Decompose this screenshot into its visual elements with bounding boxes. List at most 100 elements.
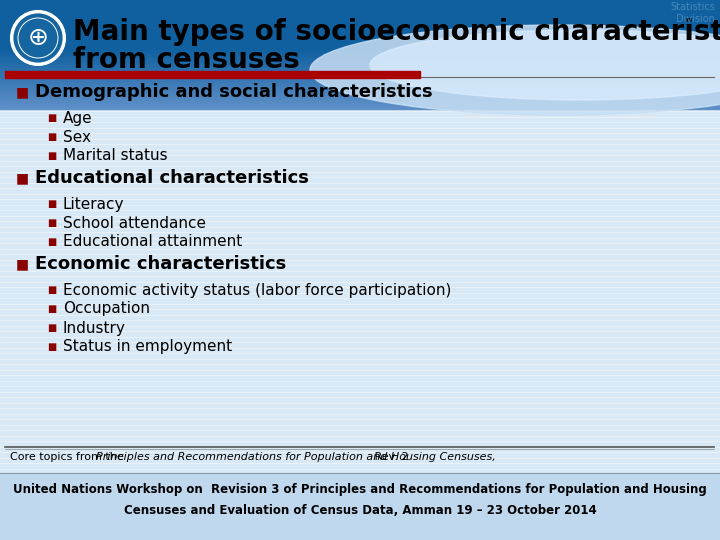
Text: Demographic and social characteristics: Demographic and social characteristics [35, 83, 433, 101]
Bar [0, 68, 720, 69]
Bar [0, 58, 720, 59]
Text: Economic characteristics: Economic characteristics [35, 255, 287, 273]
Text: ■: ■ [15, 171, 29, 185]
Bar [0, 104, 720, 105]
Text: Educational characteristics: Educational characteristics [35, 169, 309, 187]
Text: ■: ■ [48, 132, 57, 142]
Ellipse shape [370, 30, 720, 100]
Text: ■: ■ [48, 218, 57, 228]
Bar [0, 59, 720, 60]
Bar [0, 81, 720, 82]
Bar [0, 56, 720, 57]
Ellipse shape [310, 25, 720, 115]
Bar [0, 72, 720, 73]
Bar [0, 78, 720, 79]
Text: ⊕: ⊕ [27, 26, 48, 50]
Text: Status in employment: Status in employment [63, 340, 232, 354]
Bar [0, 57, 720, 58]
Bar [0, 76, 720, 77]
Text: Principles and Recommendations for Population and Housing Censuses,: Principles and Recommendations for Popul… [96, 452, 496, 462]
Text: Rev. 2: Rev. 2 [371, 452, 408, 462]
Text: Industry: Industry [63, 321, 126, 335]
Bar [0, 55, 720, 56]
Bar [0, 100, 720, 101]
Bar [0, 97, 720, 98]
Bar [0, 107, 720, 108]
Bar [0, 71, 720, 72]
Text: Sex: Sex [63, 130, 91, 145]
Bar [0, 95, 720, 96]
Text: Economic activity status (labor force participation): Economic activity status (labor force pa… [63, 282, 451, 298]
Text: ■: ■ [48, 199, 57, 209]
Text: ■: ■ [48, 304, 57, 314]
Text: Educational attainment: Educational attainment [63, 234, 242, 249]
Bar [5, 71, 420, 78]
Bar [0, 84, 720, 85]
Bar [0, 80, 720, 81]
Bar [0, 70, 720, 71]
Bar [0, 91, 720, 92]
Text: United Nations Workshop on  Revision 3 of Principles and Recommendations for Pop: United Nations Workshop on Revision 3 of… [13, 483, 707, 496]
Bar [0, 86, 720, 87]
Text: from censuses: from censuses [73, 46, 300, 74]
Bar [0, 103, 720, 104]
Circle shape [10, 10, 66, 66]
Bar [0, 63, 720, 64]
Bar [0, 74, 720, 75]
Bar [0, 65, 720, 66]
Bar [0, 67, 720, 68]
Bar [0, 69, 720, 70]
Bar [0, 60, 720, 61]
Bar [0, 87, 720, 88]
Text: Age: Age [63, 111, 93, 125]
Bar [0, 98, 720, 99]
Bar [0, 93, 720, 94]
Bar [0, 77, 720, 78]
Bar [0, 473, 720, 540]
Text: ■: ■ [48, 113, 57, 123]
Bar [0, 53, 720, 54]
Text: Marital status: Marital status [63, 148, 168, 164]
Bar [0, 85, 720, 86]
Text: ■: ■ [15, 257, 29, 271]
Bar [0, 52, 720, 53]
Text: ■: ■ [48, 237, 57, 247]
Bar [0, 73, 720, 74]
Bar [0, 106, 720, 107]
Bar [0, 89, 720, 90]
Text: Statistics
Division: Statistics Division [670, 2, 715, 24]
Bar [0, 61, 720, 62]
Bar [0, 62, 720, 63]
Bar [0, 54, 720, 55]
Text: ■: ■ [48, 342, 57, 352]
Bar [0, 99, 720, 100]
Text: ■: ■ [48, 285, 57, 295]
Bar [0, 90, 720, 91]
Bar [0, 66, 720, 67]
Text: ■: ■ [48, 151, 57, 161]
Bar [0, 108, 720, 109]
Text: ■: ■ [15, 85, 29, 99]
Bar [0, 92, 720, 93]
Bar [0, 101, 720, 102]
Bar [0, 0, 720, 50]
Bar [0, 79, 720, 80]
Text: School attendance: School attendance [63, 215, 206, 231]
Bar [0, 49, 720, 50]
Bar [0, 88, 720, 89]
Text: Literacy: Literacy [63, 197, 125, 212]
Bar [0, 51, 720, 52]
Bar [0, 50, 720, 51]
Bar [0, 102, 720, 103]
Bar [0, 82, 720, 83]
Bar [0, 83, 720, 84]
Bar [0, 94, 720, 95]
Bar [0, 64, 720, 65]
Text: ■: ■ [48, 323, 57, 333]
Text: Core topics from the: Core topics from the [10, 452, 127, 462]
Bar [0, 75, 720, 76]
Text: Occupation: Occupation [63, 301, 150, 316]
Text: Main types of socioeconomic characteristics: Main types of socioeconomic characterist… [73, 18, 720, 46]
Bar [0, 105, 720, 106]
Text: Censuses and Evaluation of Census Data, Amman 19 – 23 October 2014: Censuses and Evaluation of Census Data, … [124, 503, 596, 516]
